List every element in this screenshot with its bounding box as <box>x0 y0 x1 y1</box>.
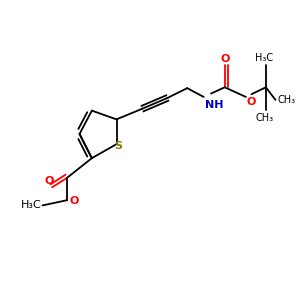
Text: CH₃: CH₃ <box>278 95 296 105</box>
Text: S: S <box>115 141 123 151</box>
Text: O: O <box>44 176 53 186</box>
Text: NH: NH <box>205 100 224 110</box>
Text: O: O <box>220 54 230 64</box>
Text: O: O <box>69 196 79 206</box>
Text: CH₃: CH₃ <box>255 113 274 123</box>
Text: O: O <box>246 98 256 107</box>
Text: H₃C: H₃C <box>20 200 41 210</box>
Text: H₃C: H₃C <box>255 53 274 63</box>
